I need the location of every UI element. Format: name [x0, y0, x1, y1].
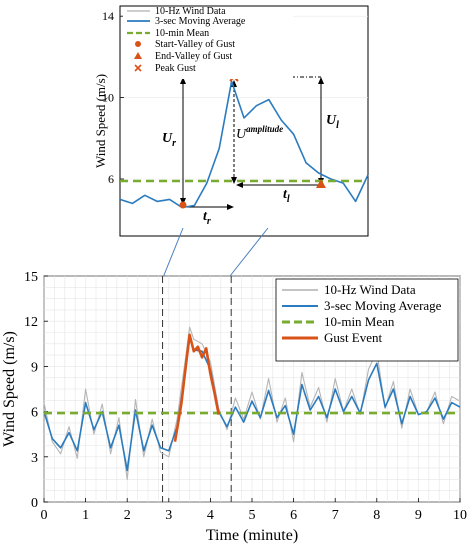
u-l-arrowhead [318, 77, 324, 84]
top-y-tick-label: 6 [108, 172, 114, 186]
t-l-label: tl [283, 187, 290, 205]
x-tick-label: 4 [207, 508, 214, 523]
top-legend-label-end: End-Valley of Gust [155, 51, 232, 62]
x-tick-label: 9 [415, 508, 422, 523]
top-y-tick-label: 14 [102, 9, 114, 23]
bottom-legend-label-raw: 10-Hz Wind Data [324, 282, 416, 297]
bottom-legend-label-gust: Gust Event [324, 330, 383, 345]
x-tick-label: 10 [453, 508, 467, 523]
t-r-label: tr [203, 209, 211, 227]
bottom-legend-box [275, 278, 459, 362]
top-y-axis-label: Wind Speed (m/s) [93, 74, 108, 168]
x-tick-label: 1 [82, 508, 89, 523]
bottom-y-axis-label: Wind Speed (m/s) [1, 331, 18, 447]
x-tick-label: 0 [41, 508, 48, 523]
top-legend-swatch-start [135, 41, 141, 47]
top-y-tick-label: 10 [102, 91, 114, 105]
u-r-arrowhead [180, 77, 186, 84]
amplitude-label: Uamplitude [236, 124, 283, 142]
y-tick-label: 3 [31, 451, 38, 466]
gust-window-lines [162, 276, 232, 502]
bottom-x-axis-label: Time (minute) [206, 527, 298, 544]
top-legend-label-raw: 10-Hz Wind Data [155, 6, 226, 17]
top-legend-swatch-end [134, 52, 142, 59]
y-tick-label: 15 [24, 270, 38, 285]
zoom-connector-right [229, 227, 269, 277]
top-series [119, 80, 369, 209]
series-gust-event [173, 333, 220, 442]
bottom-y-ticks: 0 3 6 9 12 15 [24, 270, 48, 511]
zoom-connector-left [161, 227, 184, 281]
top-legend-label-avg: 3-sec Moving Average [155, 16, 246, 27]
t-r-arrowhead [227, 204, 234, 210]
y-tick-label: 0 [31, 496, 38, 511]
t-l-arrowhead [236, 182, 243, 188]
amplitude-arrowhead-bottom [231, 177, 237, 184]
x-tick-label: 5 [249, 508, 256, 523]
x-tick-label: 8 [373, 508, 380, 523]
u-r-label: Ur [162, 131, 176, 149]
y-tick-label: 12 [24, 315, 38, 330]
top-legend-label-start: Start-Valley of Gust [155, 39, 235, 50]
bottom-series [43, 326, 461, 480]
start-valley-marker [179, 201, 187, 209]
series-3-sec-moving-average [43, 336, 461, 472]
y-tick-label: 9 [31, 360, 38, 375]
bottom-legend: 10-Hz Wind Data 3-sec Moving Average 10-… [275, 278, 459, 362]
x-tick-label: 6 [290, 508, 297, 523]
u-l-label: Ul [326, 113, 339, 131]
bottom-legend-label-avg: 3-sec Moving Average [324, 298, 442, 313]
bottom-x-ticks: 0 1 2 3 4 5 6 7 8 9 10 [41, 498, 467, 523]
top-y-ticks: 6 10 14 [102, 9, 124, 186]
top-legend-label-peak: Peak Gust [155, 63, 196, 74]
top-legend: 10-Hz Wind Data 3-sec Moving Average 10-… [123, 6, 293, 79]
top-legend-label-mean: 10-min Mean [155, 28, 209, 39]
x-tick-label: 7 [332, 508, 339, 523]
top-legend-swatch-peak [134, 64, 142, 72]
top-series-3-sec-moving-average [119, 80, 369, 209]
end-valley-marker [316, 179, 326, 188]
bottom-legend-label-mean: 10-min Mean [324, 314, 395, 329]
x-tick-label: 2 [124, 508, 131, 523]
top-legend-box [123, 7, 293, 79]
y-tick-label: 6 [31, 406, 38, 421]
x-tick-label: 3 [165, 508, 172, 523]
